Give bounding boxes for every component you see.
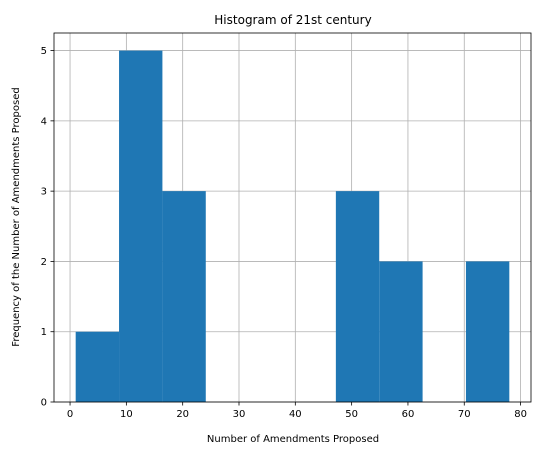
histogram-bar xyxy=(335,191,380,402)
y-tick-label: 0 xyxy=(41,398,47,409)
x-tick-label: 20 xyxy=(176,409,189,420)
axes-frame xyxy=(53,32,532,403)
x-axis-ticks: 0 10 20 30 40 50 60 70 80 xyxy=(67,402,527,420)
histogram-bar xyxy=(75,331,120,402)
histogram-bar xyxy=(162,191,206,402)
x-tick-label: 30 xyxy=(233,409,246,420)
histogram-bar xyxy=(119,50,163,402)
x-tick-label: 10 xyxy=(120,409,133,420)
y-axis-ticks: 0 1 2 3 4 5 xyxy=(41,46,54,409)
chart-title: Histogram of 21st century xyxy=(214,13,371,27)
x-axis-title: Number of Amendments Proposed xyxy=(207,434,379,445)
histogram-bar xyxy=(379,261,423,402)
histogram-bar xyxy=(465,261,510,402)
x-tick-label: 70 xyxy=(458,409,471,420)
x-tick-label: 0 xyxy=(67,409,73,420)
y-tick-label: 2 xyxy=(41,257,47,268)
y-tick-label: 4 xyxy=(41,116,47,127)
x-tick-label: 40 xyxy=(289,409,302,420)
bars-layer xyxy=(75,50,510,402)
plot-frame xyxy=(53,32,532,403)
y-axis-title: Frequency of the Number of Amendments Pr… xyxy=(11,87,22,346)
x-tick-label: 60 xyxy=(402,409,415,420)
y-tick-label: 5 xyxy=(41,46,47,57)
x-tick-label: 50 xyxy=(345,409,358,420)
x-tick-label: 80 xyxy=(514,409,527,420)
y-tick-label: 3 xyxy=(41,187,47,198)
y-tick-label: 1 xyxy=(41,327,47,338)
